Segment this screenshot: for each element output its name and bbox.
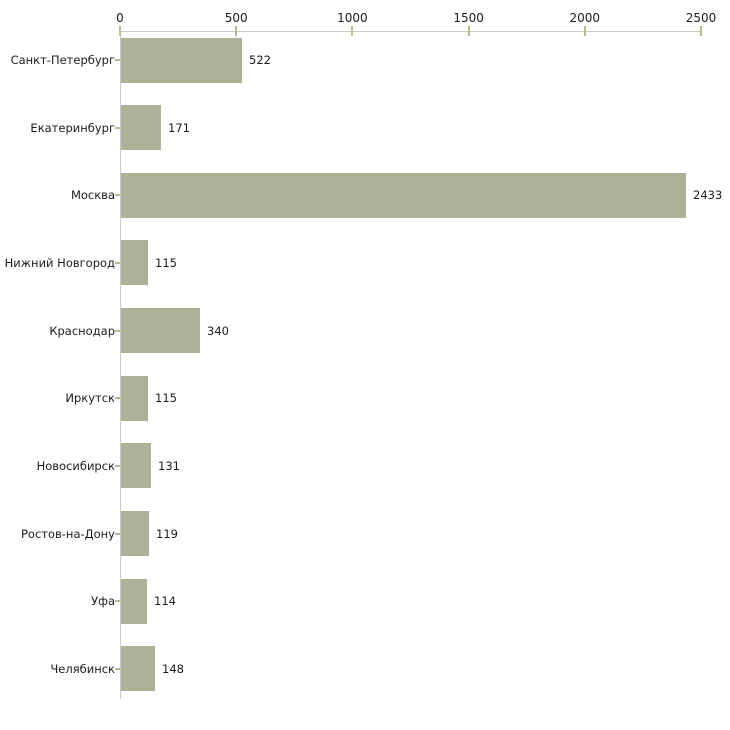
category-label: Москва [70,188,115,202]
bar-9 [121,646,155,691]
y-axis-tick-mark [115,262,120,264]
y-axis-tick-mark [115,330,120,332]
bar-6 [121,443,151,488]
category-label: Иркутск [65,391,115,405]
y-axis-tick-mark [115,194,120,196]
value-label: 119 [156,527,178,541]
category-label: Нижний Новгород [4,256,115,270]
bar-0 [121,38,242,83]
value-label: 171 [168,121,190,135]
y-axis-tick-mark [115,127,120,129]
x-axis-tick-mark [467,26,470,36]
x-axis-tick-label: 2500 [685,11,717,25]
y-axis-line [120,31,121,699]
y-axis-tick-mark [115,668,120,670]
x-axis-tick-label: 1500 [453,11,484,25]
value-label: 522 [249,53,271,67]
category-label: Ростов-на-Дону [20,527,115,541]
y-axis-tick-mark [115,397,120,399]
value-label: 115 [155,391,177,405]
bar-2 [121,173,686,218]
bar-4 [121,308,200,353]
bar-8 [121,579,147,624]
category-label: Санкт-Петербург [10,53,115,67]
x-axis-tick-label: 0 [116,11,124,25]
category-label: Челябинск [50,662,115,676]
x-axis-tick-mark [700,26,702,36]
bar-3 [121,240,148,285]
value-label: 131 [158,459,180,473]
x-axis-tick-mark [235,26,238,36]
category-label: Уфа [91,594,115,608]
y-axis-tick-mark [115,465,120,467]
x-axis-tick-label: 1000 [337,11,368,25]
y-axis-tick-mark [115,533,120,535]
y-axis-tick-mark [115,59,120,61]
value-label: 148 [162,662,184,676]
x-axis-tick-label: 2000 [569,11,601,25]
bar-5 [121,376,148,421]
x-axis-tick-mark [351,26,354,36]
x-axis-tick-mark [119,26,121,36]
x-axis-line [120,31,702,32]
bar-7 [121,511,149,556]
category-label: Екатеринбург [30,121,115,135]
value-label: 115 [155,256,177,270]
value-label: 2433 [693,188,723,202]
x-axis-tick-mark [583,26,586,36]
value-label: 114 [154,594,176,608]
value-label: 340 [207,324,229,338]
x-axis-tick-label: 500 [224,11,248,25]
category-label: Краснодар [49,324,115,338]
y-axis-tick-mark [115,600,120,602]
category-label: Новосибирск [36,459,115,473]
bar-1 [121,105,161,150]
